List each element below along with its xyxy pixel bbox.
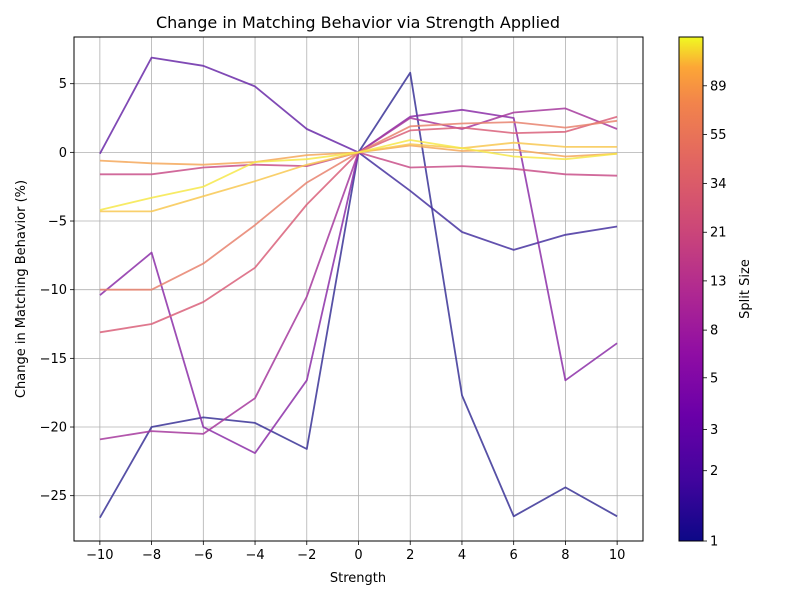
y-axis: −25 −20 −15 −10 −5 0 5 <box>40 77 74 504</box>
x-tick-label: −4 <box>245 548 264 563</box>
colorbar-tick-label: 1 <box>710 535 718 550</box>
colorbar-tick-label: 2 <box>710 464 718 479</box>
colorbar-tick-label: 55 <box>710 128 727 143</box>
colorbar-tick-label: 21 <box>710 226 727 241</box>
y-tick-label: −20 <box>40 421 67 436</box>
x-tick-label: 0 <box>354 548 362 563</box>
colorbar-tick-label: 3 <box>710 423 718 438</box>
series-line-split-1b <box>357 151 618 251</box>
y-tick-label: 0 <box>59 146 67 161</box>
y-axis-title: Change in Matching Behavior (%) <box>14 180 29 398</box>
colorbar-tick-label: 5 <box>710 371 718 386</box>
y-tick-label: −10 <box>40 283 67 298</box>
chart-title: Change in Matching Behavior via Strength… <box>156 13 560 32</box>
x-tick-label: −2 <box>297 548 316 563</box>
x-axis: −10 −8 −6 −4 −2 0 2 4 6 8 10 <box>86 541 625 563</box>
colorbar-tick-label: 89 <box>710 79 727 94</box>
colorbar-ticks: 1 2 3 5 8 13 21 34 55 89 <box>703 79 727 550</box>
colorbar-tick-label: 8 <box>710 324 718 339</box>
colorbar <box>678 36 704 542</box>
x-tick-label: 6 <box>510 548 518 563</box>
y-tick-label: −25 <box>40 489 67 504</box>
y-tick-label: −5 <box>48 215 67 230</box>
x-axis-title: Strength <box>330 571 386 586</box>
colorbar-tick-label: 13 <box>710 274 727 289</box>
x-tick-label: 8 <box>561 548 569 563</box>
x-tick-label: −6 <box>194 548 213 563</box>
x-tick-label: 4 <box>458 548 466 563</box>
series-lines <box>99 56 618 519</box>
grid <box>74 37 643 541</box>
x-tick-label: 10 <box>609 548 626 563</box>
x-tick-label: −10 <box>86 548 113 563</box>
colorbar-label: Split Size <box>738 259 753 319</box>
x-tick-label: −8 <box>142 548 161 563</box>
x-tick-label: 2 <box>406 548 414 563</box>
colorbar-tick-label: 34 <box>710 177 727 192</box>
series-line-split-144 <box>99 139 618 211</box>
y-tick-label: 5 <box>59 77 67 92</box>
series-line-split-3 <box>99 56 359 155</box>
y-tick-label: −15 <box>40 352 67 367</box>
